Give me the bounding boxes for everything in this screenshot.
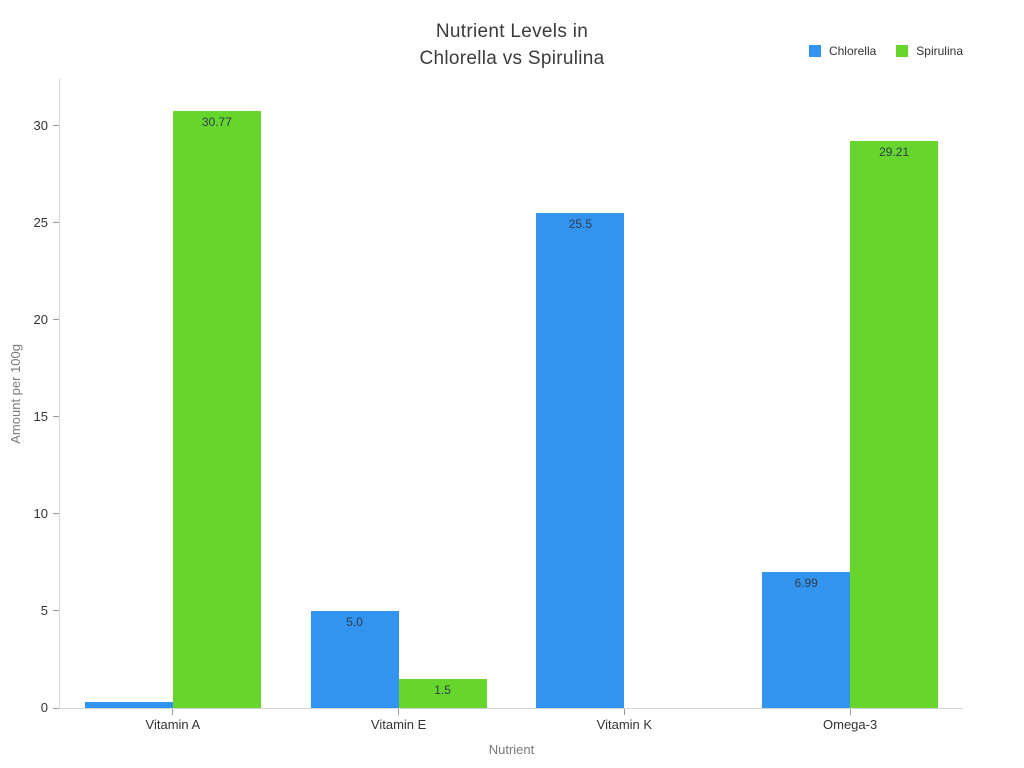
x-tick-label-vitamin-e: Vitamin E — [370, 717, 427, 732]
y-tick-label: 20 — [33, 311, 48, 327]
bar-value-label: 1.5 — [434, 682, 451, 697]
plot-area: 0 5 10 15 20 25 30 Vitamin A Vitamin E Vitamin K O… — [34, 79, 963, 732]
y-axis-tick — [53, 416, 59, 418]
x-axis-tick — [849, 709, 851, 715]
bar-value-label: 29.21 — [879, 144, 910, 159]
chart-title: Nutrient Levels in Chlorella vs Spirulin… — [0, 18, 1024, 72]
y-axis-tick — [53, 319, 59, 321]
legend-item-spirulina[interactable]: Spirulina — [896, 44, 963, 58]
x-axis-tick — [172, 709, 174, 715]
legend: Chlorella Spirulina — [808, 44, 963, 58]
chart-title-line1: Nutrient Levels in — [435, 21, 589, 42]
x-axis-tick — [398, 709, 400, 715]
y-axis-line — [59, 79, 60, 709]
y-tick-label: 5 — [40, 602, 48, 618]
y-axis-tick — [53, 222, 59, 224]
bar-value-label: 25.5 — [568, 216, 593, 231]
x-axis-title: Nutrient — [488, 742, 535, 757]
bar-value-label: 6.99 — [794, 576, 818, 591]
x-tick-label-vitamin-a: Vitamin A — [145, 717, 201, 732]
y-tick-label: 30 — [33, 117, 48, 133]
y-axis-tick — [53, 610, 59, 612]
bar-spirulina-omega-3 — [850, 140, 939, 708]
legend-swatch-spirulina — [896, 45, 909, 57]
bar-value-label: 5.0 — [346, 614, 363, 629]
x-tick-label-vitamin-k: Vitamin K — [596, 717, 653, 732]
bar-value-label: 30.77 — [201, 114, 232, 129]
bar-spirulina-vitamin-a — [172, 110, 261, 708]
y-axis-tick — [53, 125, 59, 127]
bar-spirulina-vitamin-e — [398, 678, 487, 708]
bar-chlorella-vitamin-a — [84, 702, 173, 708]
x-axis-line — [59, 708, 963, 709]
y-tick-label: 0 — [40, 700, 48, 715]
bar-chlorella-vitamin-k — [536, 212, 625, 708]
bar-chlorella-vitamin-e — [310, 610, 399, 708]
y-tick-label: 15 — [33, 408, 48, 424]
x-tick-label-omega-3: Omega-3 — [823, 717, 878, 732]
x-axis-tick — [623, 709, 625, 715]
y-tick-label: 25 — [33, 214, 48, 230]
y-axis-tick — [53, 707, 59, 709]
y-axis-tick — [53, 513, 59, 515]
legend-item-chlorella[interactable]: Chlorella — [808, 44, 877, 58]
legend-label: Spirulina — [916, 44, 963, 58]
y-axis-title: Amount per 100g — [7, 343, 23, 444]
legend-swatch-chlorella — [808, 45, 821, 57]
legend-label: Chlorella — [828, 44, 877, 58]
bar-chlorella-omega-3 — [762, 572, 851, 708]
chart-title-line2: Chlorella vs Spirulina — [419, 48, 605, 69]
y-tick-label: 10 — [33, 505, 48, 521]
y-axis-title-wrap: Amount per 100g — [0, 79, 30, 708]
